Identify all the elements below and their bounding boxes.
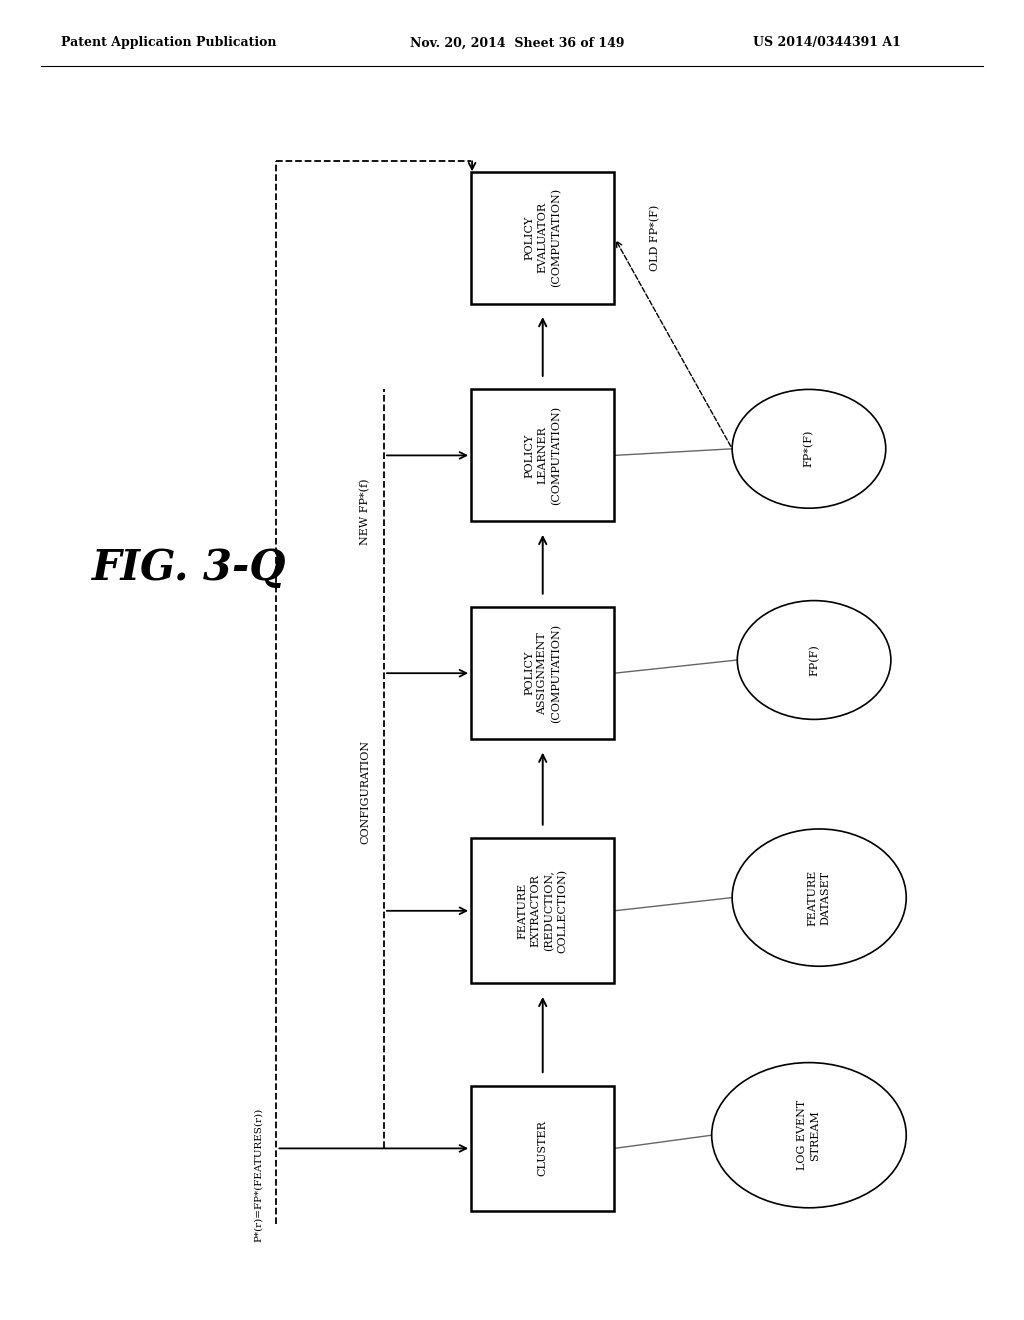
Text: FEATURE
EXTRACTOR
(REDUCTION,
COLLECTION): FEATURE EXTRACTOR (REDUCTION, COLLECTION… xyxy=(517,869,568,953)
Text: FP*(F): FP*(F) xyxy=(804,430,814,467)
Text: OLD FP*(F): OLD FP*(F) xyxy=(650,205,660,271)
Ellipse shape xyxy=(732,829,906,966)
Text: LOG EVENT
STREAM: LOG EVENT STREAM xyxy=(798,1100,820,1171)
Text: Patent Application Publication: Patent Application Publication xyxy=(61,37,276,49)
Ellipse shape xyxy=(732,389,886,508)
Text: FIG. 3-Q: FIG. 3-Q xyxy=(92,546,287,589)
Text: CLUSTER: CLUSTER xyxy=(538,1121,548,1176)
Text: FP(F): FP(F) xyxy=(809,644,819,676)
Bar xyxy=(471,172,614,304)
Text: POLICY
LEARNER
(COMPUTATION): POLICY LEARNER (COMPUTATION) xyxy=(524,405,561,506)
Text: US 2014/0344391 A1: US 2014/0344391 A1 xyxy=(753,37,900,49)
Bar xyxy=(471,607,614,739)
Text: POLICY
ASSIGNMENT
(COMPUTATION): POLICY ASSIGNMENT (COMPUTATION) xyxy=(524,623,561,723)
Ellipse shape xyxy=(712,1063,906,1208)
Text: POLICY
EVALUATOR
(COMPUTATION): POLICY EVALUATOR (COMPUTATION) xyxy=(524,187,561,288)
Text: Nov. 20, 2014  Sheet 36 of 149: Nov. 20, 2014 Sheet 36 of 149 xyxy=(410,37,624,49)
Bar xyxy=(471,1085,614,1212)
Text: CONFIGURATION: CONFIGURATION xyxy=(360,741,371,843)
Bar xyxy=(471,838,614,983)
Text: FEATURE
DATASET: FEATURE DATASET xyxy=(808,870,830,925)
Ellipse shape xyxy=(737,601,891,719)
Bar xyxy=(471,389,614,521)
Text: NEW FP*(f): NEW FP*(f) xyxy=(360,478,371,545)
Text: P*(r)=FP*(FEATURES(r)): P*(r)=FP*(FEATURES(r)) xyxy=(254,1107,262,1242)
